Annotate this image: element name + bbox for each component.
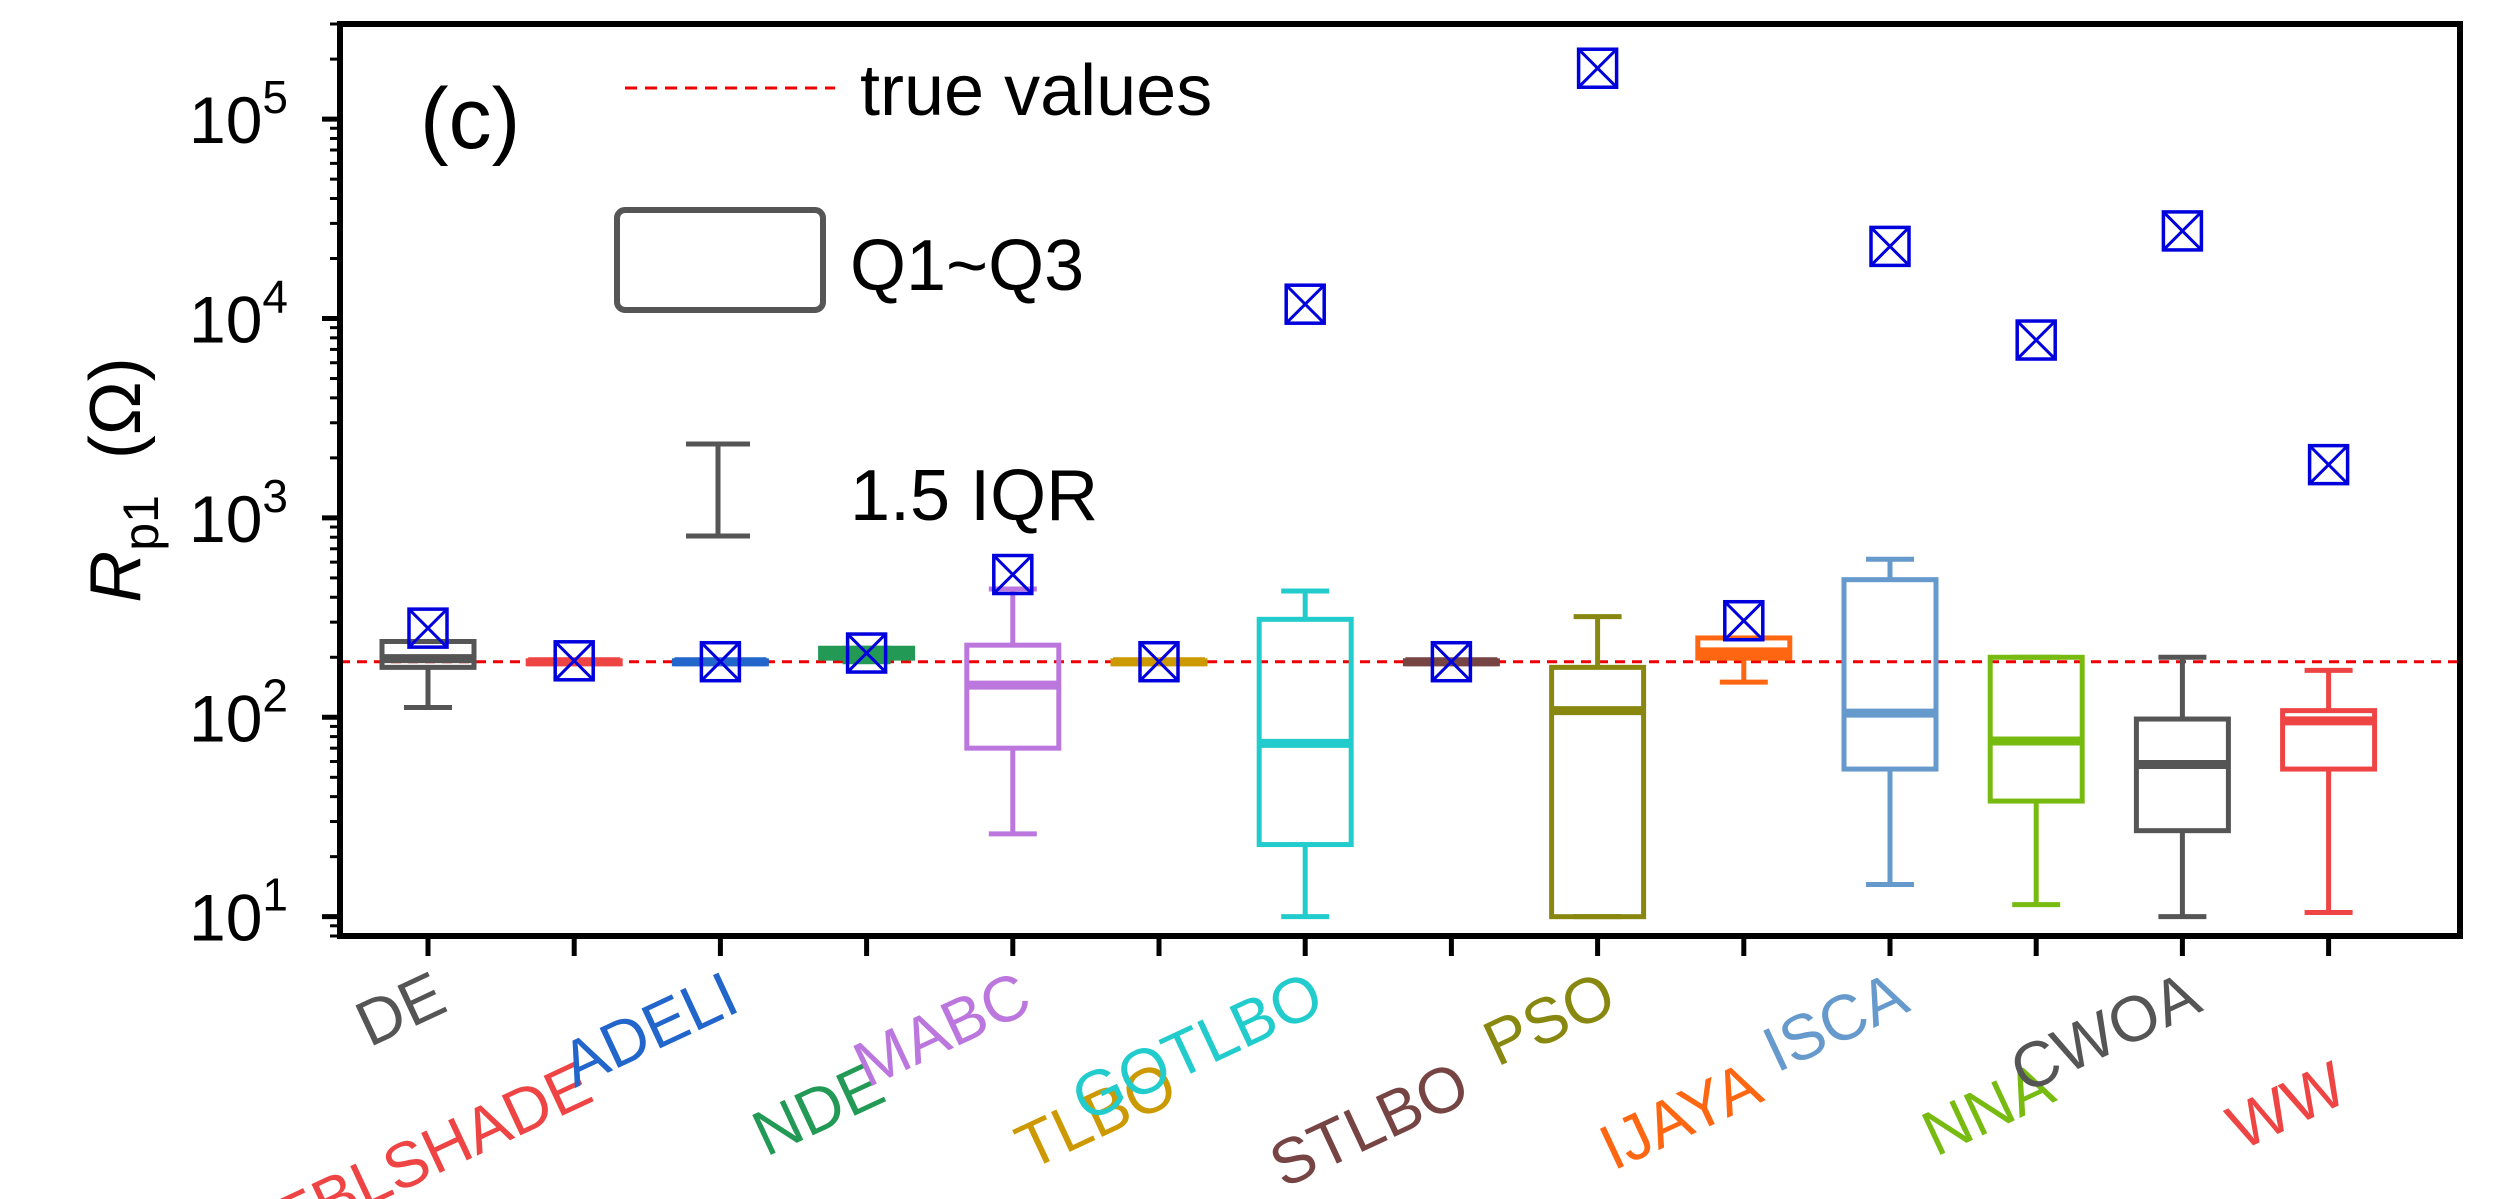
x-tick-label-de: DE <box>345 957 456 1060</box>
x-tick-label-isca: ISCA <box>1752 957 1918 1086</box>
outlier-marker <box>2161 210 2204 252</box>
outlier-box <box>845 632 888 674</box>
outlier-box <box>1576 47 1619 89</box>
outlier-box <box>1723 599 1765 642</box>
y-tick-label: 105 <box>189 71 288 157</box>
x-tick-label-pso: PSO <box>1473 957 1626 1079</box>
outlier-cross <box>992 554 1033 595</box>
outlier-box <box>992 553 1034 596</box>
outlier-marker <box>699 640 742 683</box>
y-tick-label: 101 <box>189 869 288 955</box>
box-tlbo <box>1110 640 1208 683</box>
outlier-marker <box>553 640 595 682</box>
outlier-box <box>2015 319 2057 361</box>
outlier-cross <box>2016 319 2057 361</box>
box-eblshade <box>525 640 623 682</box>
outlier-cross <box>1431 641 1472 682</box>
outlier-cross <box>1138 641 1180 682</box>
outlier-marker <box>2307 443 2350 486</box>
outlier-marker <box>1430 640 1473 683</box>
box-q1-q3 <box>2280 708 2378 772</box>
outlier-cross <box>554 640 595 681</box>
plot-frame <box>337 21 2463 939</box>
outlier-cross <box>1577 48 1618 89</box>
outlier-box <box>553 640 595 682</box>
box-mabc <box>964 553 1062 837</box>
legend-box-swatch <box>614 207 826 313</box>
outlier-cross <box>1285 284 1326 325</box>
plot-layer <box>340 47 2460 920</box>
outlier-marker <box>1284 283 1326 325</box>
outlier-box <box>407 607 449 649</box>
outlier-cross <box>1723 600 1764 641</box>
outlier-box <box>1284 283 1326 325</box>
outlier-box <box>1430 640 1473 683</box>
box-stlbo <box>1402 640 1500 683</box>
legend-box-label: Q1~Q3 <box>850 226 1084 306</box>
box-ijaya <box>1695 599 1793 685</box>
box-adeli <box>671 640 769 683</box>
box-q1-q3 <box>1987 654 2085 804</box>
y-tick-label: 103 <box>189 470 288 556</box>
box-q1-q3 <box>1841 577 1939 772</box>
x-axis: DEEBLSHADEADELINDEMABCTLBOGOTLBOSTLBOPSO… <box>262 936 2357 1199</box>
box-nna <box>1987 319 2085 908</box>
legend: true values Q1~Q3 1.5 IQR <box>614 51 1212 539</box>
outlier-marker <box>1723 599 1765 642</box>
box-q1-q3 <box>1256 616 1354 848</box>
outlier-marker <box>1869 225 1911 268</box>
x-tick-label-ijaya: IJAYA <box>1589 1047 1772 1184</box>
x-tick-label-ww: WW <box>2217 1047 2357 1164</box>
outlier-marker <box>992 553 1034 596</box>
outlier-marker <box>1576 47 1619 89</box>
y-axis-title: Rp1 (Ω) <box>76 357 169 602</box>
y-axis-unit: (Ω) <box>76 357 156 459</box>
x-tick-label-stlbo: STLBO <box>1259 1047 1480 1199</box>
outlier-box <box>699 640 742 683</box>
y-tick-label: 102 <box>189 669 288 755</box>
x-tick-label-eblshade: EBLSHADE <box>262 1047 602 1199</box>
y-axis-symbol: R <box>76 551 156 603</box>
box-pso <box>1549 47 1647 920</box>
legend-whisker-swatch <box>686 441 750 539</box>
box-cwoa <box>2133 210 2231 920</box>
box-ww <box>2280 443 2378 915</box>
outlier-cross <box>407 608 449 649</box>
outlier-marker <box>2015 319 2057 361</box>
box-q1-q3 <box>2133 716 2231 834</box>
y-axis: 101 102 103 104 105 <box>189 22 340 955</box>
outlier-box <box>2161 210 2204 252</box>
outlier-box <box>2307 443 2350 486</box>
x-tick-label-cwoa: CWOA <box>1999 957 2210 1107</box>
legend-true-values-label: true values <box>860 51 1212 131</box>
outlier-box <box>1138 640 1180 683</box>
outlier-marker <box>1138 640 1180 683</box>
box-q1-q3 <box>964 642 1062 751</box>
outlier-cross <box>1869 226 1911 267</box>
outlier-cross <box>2308 444 2349 485</box>
box-nde <box>818 632 916 674</box>
x-tick-label-mabc: MABC <box>843 957 1041 1100</box>
outlier-cross <box>2162 210 2203 251</box>
outlier-cross <box>700 641 741 682</box>
outlier-marker <box>407 607 449 649</box>
outlier-marker <box>845 632 888 674</box>
panel-label: (c) <box>420 71 520 167</box>
box-gotlbo <box>1256 283 1354 920</box>
outlier-box <box>1869 225 1911 268</box>
box-isca <box>1841 225 1939 888</box>
x-tick-label-adeli: ADELI <box>550 957 748 1100</box>
y-axis-subscript: p1 <box>113 495 169 551</box>
legend-whisker-label: 1.5 IQR <box>850 456 1098 536</box>
y-tick-label: 104 <box>189 271 288 357</box>
x-tick-label-gotlbo: GOTLBO <box>1061 957 1333 1135</box>
outlier-cross <box>846 632 887 674</box>
box-q1-q3 <box>1549 664 1647 920</box>
box-de <box>379 607 477 710</box>
